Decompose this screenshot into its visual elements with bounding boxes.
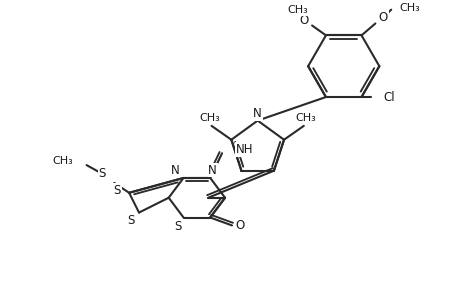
Text: N: N (207, 164, 216, 176)
Text: S: S (99, 167, 106, 179)
Text: S: S (113, 184, 121, 197)
Text: Cl: Cl (382, 91, 394, 103)
Text: CH₃: CH₃ (398, 3, 419, 13)
Text: O: O (235, 219, 244, 232)
Text: S: S (174, 220, 181, 233)
Text: O: O (299, 14, 308, 27)
Text: CH₃: CH₃ (287, 4, 308, 15)
Text: NH: NH (235, 143, 253, 156)
Text: N: N (171, 164, 179, 176)
Text: CH₃: CH₃ (199, 113, 219, 123)
Text: N: N (253, 107, 262, 120)
Text: CH₃: CH₃ (52, 156, 73, 166)
Text: S: S (127, 214, 134, 227)
Text: CH₃: CH₃ (295, 113, 315, 123)
Text: O: O (378, 11, 387, 24)
